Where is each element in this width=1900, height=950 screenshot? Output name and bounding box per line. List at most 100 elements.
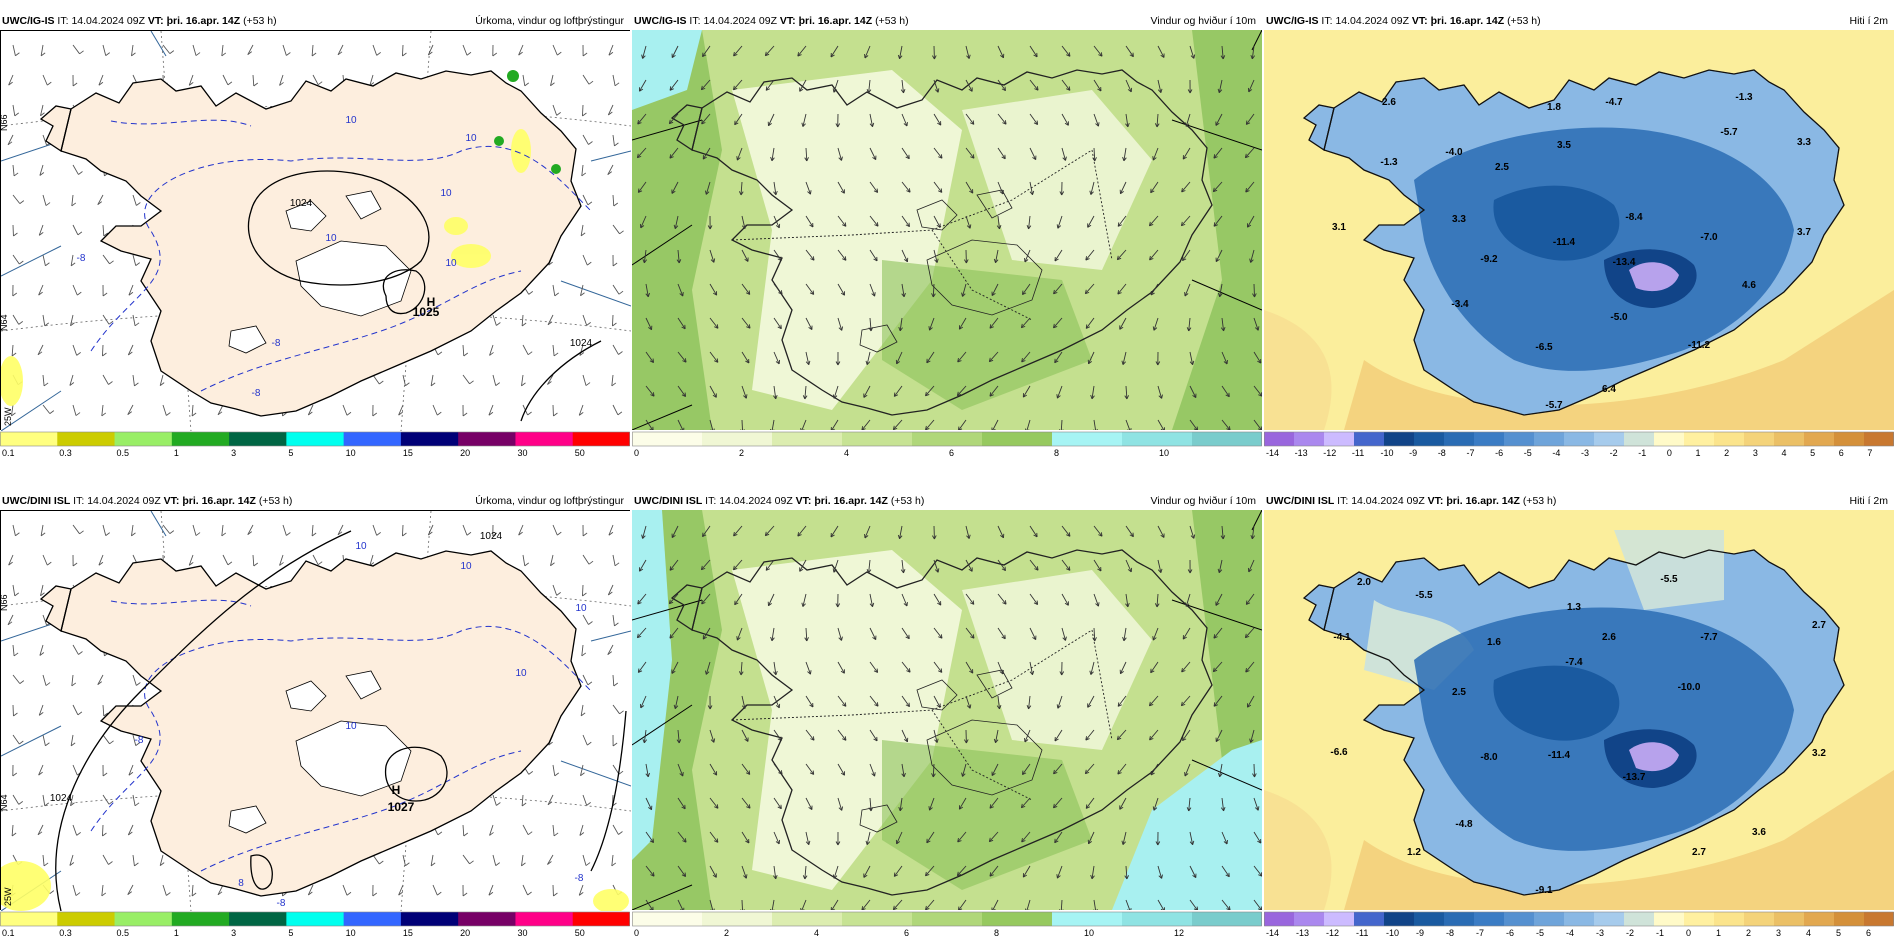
field-name: Hiti í 2m [1849, 15, 1888, 27]
field-name: Úrkoma, vindur og loftþrýstingur [475, 495, 624, 507]
contour-label: H [392, 783, 401, 797]
colorbar-tick: -1 [1656, 928, 1664, 938]
vt-label: VT: [1427, 495, 1444, 507]
colorbar-tick: -9 [1416, 928, 1424, 938]
colorbar-tick: -8 [1446, 928, 1454, 938]
colorbar-tick: 8 [1054, 448, 1059, 458]
colorbar-swatch [1474, 432, 1505, 446]
temperature-label: 2.6 [1602, 632, 1616, 643]
colorbar-tick: -10 [1381, 448, 1394, 458]
latitude-label: N66 [1, 114, 9, 131]
colorbar-swatch [1804, 432, 1835, 446]
colorbar-swatch [458, 432, 516, 446]
colorbar-swatch [1654, 912, 1685, 926]
temperature-label: -11.2 [1688, 340, 1711, 351]
lead-time: (+53 h) [258, 495, 293, 507]
colorbar-tick: 30 [517, 448, 527, 458]
panel-header: UWC/IG-IS IT: 14.04.2024 09Z VT: þri. 16… [0, 12, 630, 30]
temperature-label: 1.3 [1567, 602, 1581, 613]
temperature-label: -10.0 [1678, 682, 1701, 693]
vt-value: þri. 16.apr. 14Z [1430, 15, 1505, 27]
colorbar-swatch [1444, 912, 1475, 926]
colorbar-tick: 10 [1159, 448, 1169, 458]
contour-label: -8 [575, 873, 584, 884]
colorbar-tick: -13 [1296, 928, 1309, 938]
colorbar-tick: 20 [460, 928, 470, 938]
temperature-label: -5.5 [1415, 590, 1433, 601]
colorbar-tick: -6 [1495, 448, 1503, 458]
temperature-label: -9.2 [1480, 254, 1498, 265]
temperature-label: 2.5 [1495, 162, 1509, 173]
colorbar-swatch [1774, 912, 1805, 926]
colorbar-swatch [1294, 432, 1325, 446]
colorbar-swatch [1714, 912, 1745, 926]
temperature-label: 3.6 [1752, 827, 1766, 838]
colorbar-tick: -14 [1266, 928, 1279, 938]
temperature-label: -4.7 [1605, 97, 1623, 108]
colorbar-tick: 0.3 [59, 448, 72, 458]
colorbar: -14 -13 -12 -11 -10 -9 -8 -7 -6 -5 -4 -3 -2 -1 0 1 2 3 4 5 6 [1264, 910, 1894, 938]
contour-label: -8 [272, 338, 281, 349]
colorbar-swatch [842, 432, 913, 446]
contour-label: -8 [135, 735, 144, 746]
colorbar-swatch [114, 912, 173, 926]
panel-header: UWC/DINI ISL IT: 14.04.2024 09Z VT: þri.… [1264, 492, 1894, 510]
colorbar-tick: -14 [1266, 448, 1279, 458]
colorbar-tick: -9 [1409, 448, 1417, 458]
colorbar-swatch [1264, 912, 1295, 926]
colorbar-swatch [982, 432, 1053, 446]
colorbar-swatch [842, 912, 913, 926]
map-temperature: 2.0 -5.5 -4.1 1.3 2.6 -5.5 -7.7 2.7 1.6 -7.4 -10.0… [1264, 510, 1894, 910]
temperature-label: -5.7 [1720, 127, 1738, 138]
colorbar-tick: 1 [1716, 928, 1721, 938]
colorbar-tick: 6 [949, 448, 954, 458]
colorbar-swatch [572, 912, 630, 926]
contour-label: 10 [465, 133, 477, 144]
colorbar: 0 2 4 6 8 10 12 [632, 910, 1262, 938]
colorbar-swatch [0, 912, 58, 926]
it-value: 14.04.2024 09Z [71, 15, 145, 27]
colorbar-swatch [1534, 432, 1565, 446]
colorbar-tick: 6 [1839, 448, 1844, 458]
colorbar-swatch [1534, 912, 1565, 926]
colorbar-tick: 0.3 [59, 928, 72, 938]
colorbar-swatch [632, 912, 703, 926]
colorbar-tick: -4 [1566, 928, 1574, 938]
colorbar-tick: 20 [460, 448, 470, 458]
colorbar-swatch [1774, 432, 1805, 446]
temperature-label: -13.4 [1613, 257, 1636, 268]
vt-label: VT: [779, 15, 796, 27]
colorbar-swatch [1384, 432, 1415, 446]
colorbar-swatch [1624, 912, 1655, 926]
latitude-label: N64 [1, 794, 9, 811]
colorbar-tick: 0.1 [2, 928, 15, 938]
lead-time: (+53 h) [243, 15, 277, 27]
colorbar-swatch [229, 912, 287, 926]
vt-value: þri. 16.apr. 14Z [182, 495, 256, 507]
colorbar-tick: -12 [1326, 928, 1339, 938]
colorbar-swatch [1122, 432, 1193, 446]
colorbar-tick: 10 [346, 448, 356, 458]
colorbar: 0 2 4 6 8 10 [632, 430, 1262, 458]
temperature-label: 1.8 [1547, 102, 1561, 113]
colorbar-tick: 5 [288, 928, 293, 938]
it-value: 14.04.2024 09Z [703, 15, 777, 27]
temperature-label: -6.5 [1535, 342, 1553, 353]
model-name: UWC/IG-IS [1266, 15, 1319, 27]
lead-time: (+53 h) [875, 15, 909, 27]
colorbar-tick: -2 [1610, 448, 1618, 458]
temperature-label: -4.8 [1455, 819, 1473, 830]
colorbar-tick: 0 [1667, 448, 1672, 458]
colorbar-swatch [1504, 432, 1535, 446]
contour-label: 8 [238, 878, 244, 889]
colorbar-swatch [0, 432, 58, 446]
temperature-label: -3.4 [1451, 299, 1469, 310]
colorbar-tick: 3 [231, 448, 236, 458]
vt-label: VT: [1411, 15, 1428, 27]
colorbar-swatch [1384, 912, 1415, 926]
colorbar-swatch [229, 432, 287, 446]
colorbar-swatch [1294, 912, 1325, 926]
colorbar-swatch [57, 432, 116, 446]
colorbar-tick: 5 [288, 448, 293, 458]
lead-time: (+53 h) [1522, 495, 1557, 507]
